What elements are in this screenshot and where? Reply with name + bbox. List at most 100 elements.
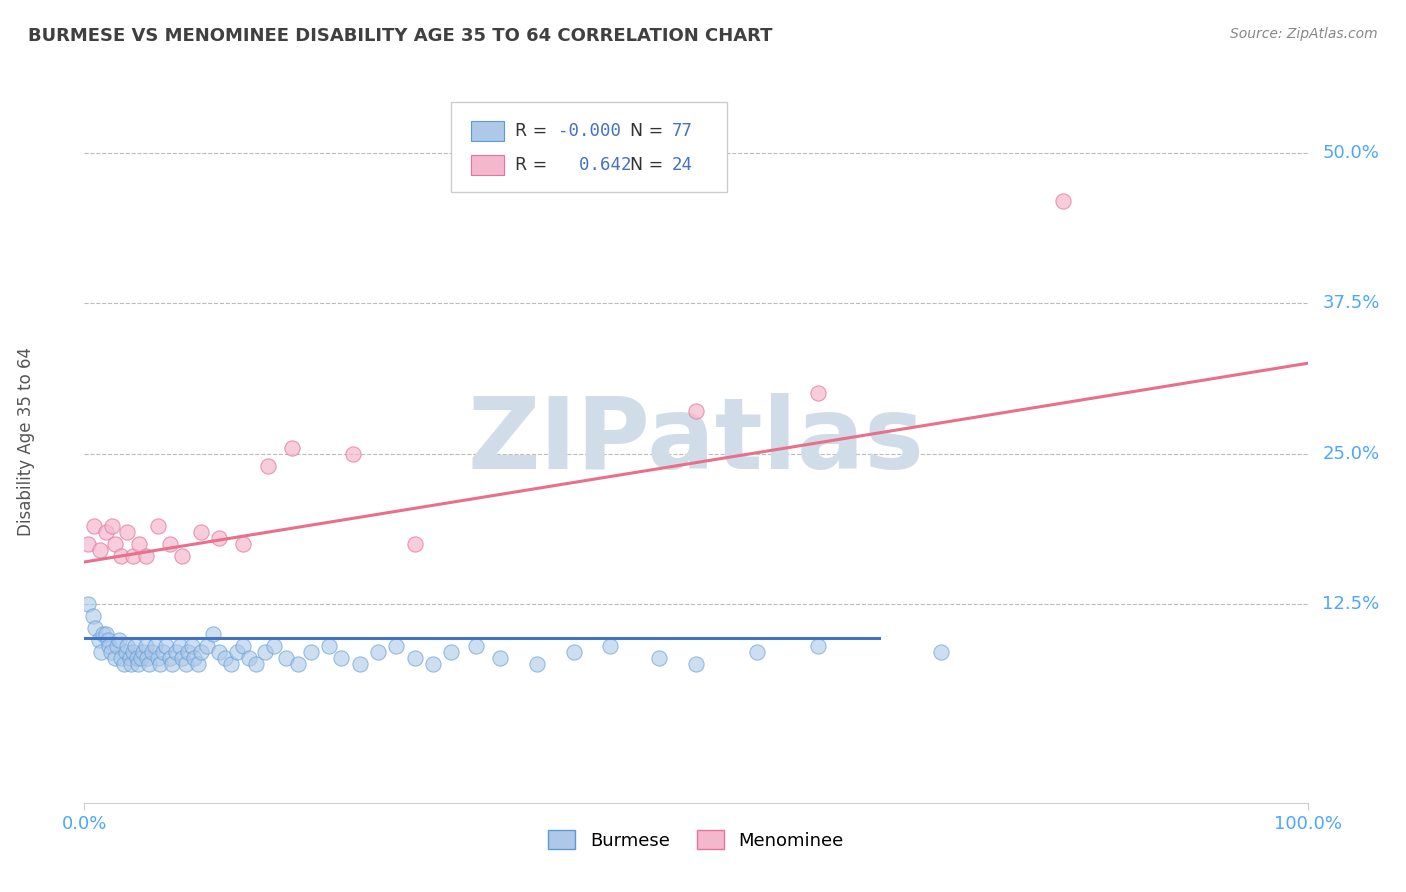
- Point: [254, 645, 277, 659]
- Point: [219, 657, 242, 672]
- Point: [159, 651, 181, 665]
- Point: [172, 651, 194, 665]
- Point: [263, 639, 285, 653]
- Point: [128, 537, 150, 551]
- Point: [107, 633, 129, 648]
- Point: [104, 651, 127, 665]
- Point: [118, 651, 141, 665]
- Point: [141, 645, 163, 659]
- Point: [115, 645, 138, 659]
- Text: R =: R =: [515, 156, 553, 174]
- Point: [89, 542, 111, 557]
- FancyBboxPatch shape: [471, 155, 503, 175]
- Point: [526, 657, 548, 672]
- Point: [1052, 194, 1074, 208]
- Point: [100, 645, 122, 659]
- Point: [77, 537, 100, 551]
- Point: [807, 639, 830, 653]
- Point: [195, 639, 218, 653]
- Point: [385, 639, 408, 653]
- Point: [77, 597, 100, 611]
- Point: [96, 524, 118, 539]
- Point: [287, 657, 309, 672]
- Point: [96, 627, 118, 641]
- Point: [155, 639, 177, 653]
- FancyBboxPatch shape: [451, 102, 727, 193]
- Point: [187, 657, 209, 672]
- Point: [122, 549, 145, 563]
- Point: [174, 657, 197, 672]
- Point: [226, 645, 249, 659]
- Point: [124, 639, 146, 653]
- Point: [90, 645, 112, 659]
- Point: [165, 645, 187, 659]
- Point: [489, 651, 512, 665]
- Text: R =: R =: [515, 122, 553, 140]
- Point: [115, 524, 138, 539]
- Point: [440, 645, 463, 659]
- Point: [138, 657, 160, 672]
- Point: [201, 627, 224, 641]
- Point: [87, 633, 110, 648]
- Point: [159, 537, 181, 551]
- Point: [562, 645, 585, 659]
- Point: [245, 657, 267, 672]
- Text: 50.0%: 50.0%: [1322, 144, 1379, 161]
- Point: [172, 549, 194, 563]
- Point: [318, 639, 340, 653]
- Text: BURMESE VS MENOMINEE DISABILITY AGE 35 TO 64 CORRELATION CHART: BURMESE VS MENOMINEE DISABILITY AGE 35 T…: [28, 27, 773, 45]
- Legend: Burmese, Menominee: Burmese, Menominee: [540, 822, 852, 859]
- Point: [404, 651, 426, 665]
- Point: [181, 639, 204, 653]
- Text: ZIPatlas: ZIPatlas: [468, 393, 924, 490]
- Point: [177, 645, 200, 659]
- Text: 0.642: 0.642: [558, 156, 631, 174]
- Point: [349, 657, 371, 672]
- Point: [91, 627, 114, 641]
- Point: [105, 639, 128, 653]
- Point: [129, 651, 152, 665]
- Point: [97, 639, 120, 653]
- Point: [110, 651, 132, 665]
- Point: [929, 645, 952, 659]
- Point: [190, 524, 212, 539]
- Point: [146, 651, 169, 665]
- Point: [135, 549, 157, 563]
- Point: [342, 446, 364, 460]
- Point: [232, 537, 254, 551]
- Point: [120, 657, 142, 672]
- Text: 25.0%: 25.0%: [1322, 444, 1379, 463]
- Point: [146, 519, 169, 533]
- Point: [232, 639, 254, 653]
- Text: Source: ZipAtlas.com: Source: ZipAtlas.com: [1230, 27, 1378, 41]
- Point: [190, 645, 212, 659]
- Point: [152, 645, 174, 659]
- Point: [276, 651, 298, 665]
- Text: Disability Age 35 to 64: Disability Age 35 to 64: [17, 347, 35, 536]
- Point: [169, 639, 191, 653]
- Point: [299, 645, 322, 659]
- Point: [183, 651, 205, 665]
- Point: [422, 657, 444, 672]
- Point: [404, 537, 426, 551]
- Point: [807, 386, 830, 401]
- Text: 24: 24: [672, 156, 693, 174]
- Point: [110, 549, 132, 563]
- Point: [281, 441, 304, 455]
- Text: N =: N =: [619, 122, 669, 140]
- Point: [685, 404, 707, 418]
- Point: [112, 657, 135, 672]
- Point: [208, 531, 231, 545]
- Point: [125, 651, 148, 665]
- Point: [599, 639, 621, 653]
- Text: 77: 77: [672, 122, 693, 140]
- Point: [101, 519, 124, 533]
- Text: -0.000: -0.000: [558, 122, 620, 140]
- Point: [648, 651, 671, 665]
- Point: [747, 645, 769, 659]
- Point: [214, 651, 236, 665]
- Point: [257, 458, 280, 473]
- Point: [84, 621, 107, 635]
- Point: [122, 645, 145, 659]
- Point: [162, 657, 184, 672]
